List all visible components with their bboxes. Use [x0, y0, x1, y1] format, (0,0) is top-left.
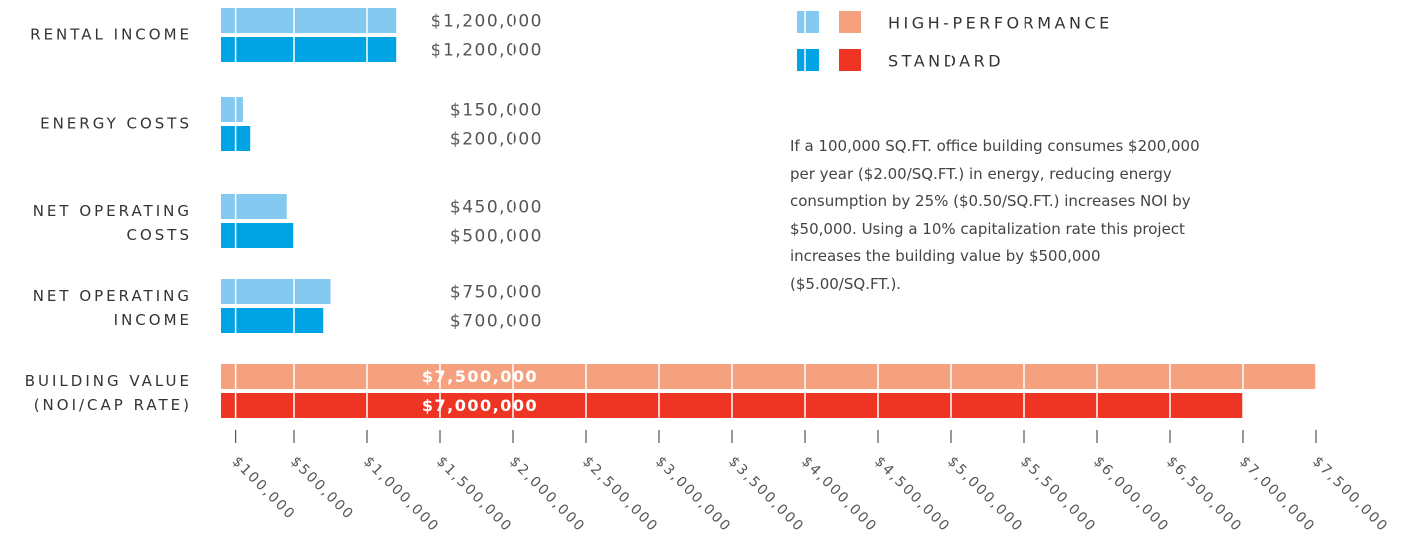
legend-label: STANDARD — [888, 52, 1004, 71]
legend-swatch — [797, 11, 819, 33]
value-label: $7,000,000 — [422, 396, 538, 415]
x-tick-label: $6,000,000 — [1090, 454, 1172, 536]
annotation: If a 100,000 SQ.FT. office building cons… — [790, 137, 1200, 293]
value-label: $700,000 — [450, 312, 543, 332]
legend-label: HIGH-PERFORMANCE — [888, 14, 1113, 33]
category-label: BUILDING VALUE (NOI/CAP RATE) — [25, 372, 192, 414]
value-label: $500,000 — [450, 227, 543, 247]
bar — [221, 194, 287, 219]
bar — [221, 223, 294, 248]
value-label: $1,200,000 — [431, 41, 543, 61]
x-tick-label: $3,000,000 — [652, 454, 734, 536]
category-label: NET OPERATING COSTS — [33, 202, 192, 244]
x-tick-label: $7,000,000 — [1236, 454, 1318, 536]
legend-swatch — [797, 49, 819, 71]
x-tick-label: $6,500,000 — [1163, 454, 1245, 536]
x-tick-label: $7,500,000 — [1309, 454, 1391, 536]
value-label: $750,000 — [450, 283, 543, 303]
x-tick-label: $1,000,000 — [360, 454, 442, 536]
legend-swatch — [839, 49, 861, 71]
x-tick-label: $5,500,000 — [1017, 454, 1099, 536]
bar — [221, 364, 1316, 389]
category-label: RENTAL INCOME — [30, 26, 192, 44]
x-tick-label: $1,500,000 — [433, 454, 515, 536]
x-tick-label: $4,000,000 — [798, 454, 880, 536]
legend-swatch — [839, 11, 861, 33]
category-label: ENERGY COSTS — [40, 115, 192, 133]
x-tick-label: $2,000,000 — [506, 454, 588, 536]
bar — [221, 8, 397, 33]
value-label: $7,500,000 — [422, 367, 538, 386]
bar — [221, 279, 331, 304]
x-tick-label: $2,500,000 — [579, 454, 661, 536]
x-tick-label: $4,500,000 — [871, 454, 953, 536]
bar — [221, 97, 243, 122]
value-label: $1,200,000 — [431, 12, 543, 32]
x-tick-label: $3,500,000 — [725, 454, 807, 536]
x-tick-label: $5,000,000 — [944, 454, 1026, 536]
value-label: $450,000 — [450, 198, 543, 218]
value-label: $150,000 — [450, 101, 543, 121]
value-label: $200,000 — [450, 130, 543, 150]
bar — [221, 37, 397, 62]
category-label: NET OPERATING INCOME — [33, 287, 192, 329]
bar — [221, 308, 324, 333]
